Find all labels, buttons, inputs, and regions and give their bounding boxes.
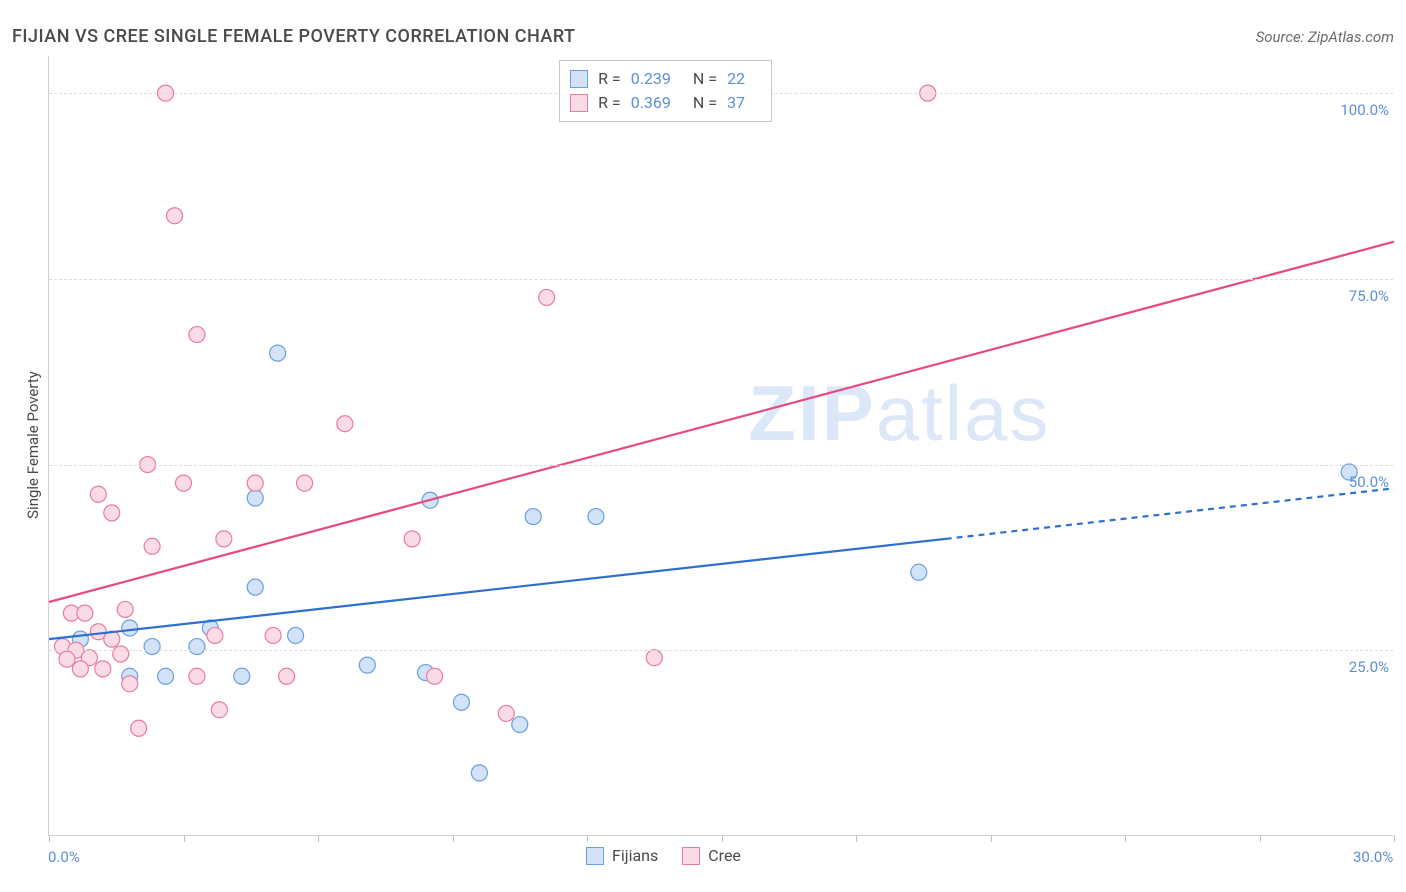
cree-point (297, 475, 313, 491)
corr-legend-row-cree: R = 0.369 N = 37 (570, 91, 757, 115)
cree-point (189, 668, 205, 684)
cree-point (72, 661, 88, 677)
y-axis-label: Single Female Poverty (24, 355, 42, 535)
x-tick (1260, 835, 1261, 842)
x-tick (184, 835, 185, 842)
fijians-point (247, 579, 263, 595)
plot-area: ZIPatlas 25.0%50.0%75.0%100.0% (48, 56, 1393, 836)
fijians-point (122, 620, 138, 636)
n-value: 22 (727, 67, 745, 91)
cree-point (207, 627, 223, 643)
trend-line (49, 539, 946, 639)
cree-point (279, 668, 295, 684)
legend-label: Cree (708, 846, 741, 865)
cree-point (498, 705, 514, 721)
r-label: R = (598, 67, 621, 91)
r-value: 0.369 (631, 91, 671, 115)
cree-point (167, 208, 183, 224)
cree-point (176, 475, 192, 491)
series-legend: Fijians Cree (586, 846, 741, 865)
n-label: N = (693, 91, 717, 115)
fijians-point (189, 639, 205, 655)
cree-point (404, 531, 420, 547)
chart-svg (49, 56, 1393, 835)
fijians-point (512, 717, 528, 733)
cree-point (131, 720, 147, 736)
cree-point (539, 289, 555, 305)
cree-swatch (570, 94, 588, 112)
fijians-swatch (570, 70, 588, 88)
y-tick-label: 25.0% (1349, 658, 1389, 676)
cree-point (117, 601, 133, 617)
fijians-point (471, 765, 487, 781)
x-tick-label: 0.0% (48, 848, 80, 866)
x-tick (49, 835, 50, 842)
r-value: 0.239 (631, 67, 671, 91)
cree-point (113, 646, 129, 662)
grid-line (49, 279, 1393, 280)
cree-point (211, 702, 227, 718)
n-value: 37 (727, 91, 745, 115)
correlation-legend: R = 0.239 N = 22 R = 0.369 N = 37 (559, 60, 772, 122)
cree-point (427, 668, 443, 684)
cree-point (59, 651, 75, 667)
cree-point (90, 486, 106, 502)
cree-point (247, 475, 263, 491)
grid-line (49, 465, 1393, 466)
fijians-point (144, 639, 160, 655)
x-tick (991, 835, 992, 842)
cree-point (122, 676, 138, 692)
fijians-point (234, 668, 250, 684)
cree-point (646, 650, 662, 666)
cree-point (95, 661, 111, 677)
fijians-point (453, 694, 469, 710)
x-tick (1125, 835, 1126, 842)
x-tick (453, 835, 454, 842)
fijians-point (247, 490, 263, 506)
fijians-point (270, 345, 286, 361)
cree-point (337, 416, 353, 432)
source-label: Source: ZipAtlas.com (1256, 28, 1394, 46)
fijians-point (525, 509, 541, 525)
fijians-point (359, 657, 375, 673)
x-tick (318, 835, 319, 842)
fijians-point (158, 668, 174, 684)
x-tick (722, 835, 723, 842)
cree-point (144, 538, 160, 554)
legend-item-cree: Cree (682, 846, 741, 865)
cree-point (216, 531, 232, 547)
legend-item-fijians: Fijians (586, 846, 658, 865)
cree-point (104, 505, 120, 521)
trend-line (49, 242, 1394, 602)
fijians-point (288, 627, 304, 643)
legend-label: Fijians (612, 846, 658, 865)
cree-point (189, 327, 205, 343)
cree-point (77, 605, 93, 621)
r-label: R = (598, 91, 621, 115)
chart-title: FIJIAN VS CREE SINGLE FEMALE POVERTY COR… (12, 26, 576, 47)
y-tick-label: 50.0% (1349, 473, 1389, 491)
y-tick-label: 75.0% (1349, 287, 1389, 305)
cree-point (265, 627, 281, 643)
x-tick (587, 835, 588, 842)
fijians-point (588, 509, 604, 525)
fijians-point (911, 564, 927, 580)
corr-legend-row-fijians: R = 0.239 N = 22 (570, 67, 757, 91)
x-tick-label: 30.0% (1353, 848, 1393, 866)
cree-swatch (682, 847, 700, 865)
n-label: N = (693, 67, 717, 91)
x-tick (1394, 835, 1395, 842)
x-tick (856, 835, 857, 842)
fijians-swatch (586, 847, 604, 865)
trend-line (946, 488, 1394, 539)
y-tick-label: 100.0% (1340, 101, 1389, 119)
grid-line (49, 650, 1393, 651)
header-row: FIJIAN VS CREE SINGLE FEMALE POVERTY COR… (12, 26, 1394, 47)
